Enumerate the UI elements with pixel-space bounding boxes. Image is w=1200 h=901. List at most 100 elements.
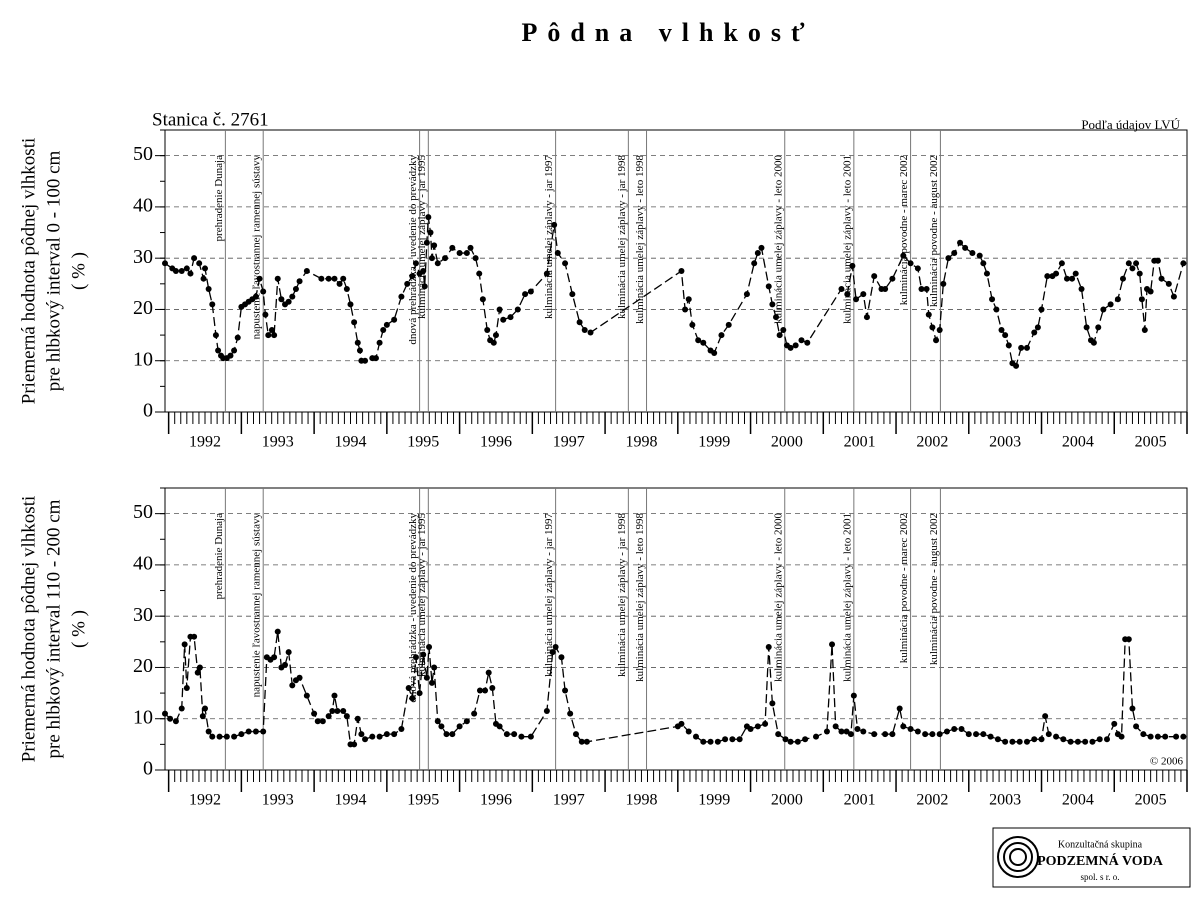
data-point [896,705,903,712]
event-label: kulminácia povodne - august 2002 [928,513,940,665]
data-point [802,736,809,743]
data-point [1031,736,1038,743]
data-point [1147,733,1154,740]
data-point [1147,288,1154,295]
y-tick-label: 20 [133,655,153,677]
data-point [209,301,216,308]
y-tick-label: 20 [133,297,153,319]
data-point [583,738,590,745]
data-point [798,337,805,344]
data-point [496,306,503,313]
data-point [289,682,296,689]
data-point [426,643,433,650]
data-point [685,728,692,735]
data-point [296,674,303,681]
x-tick-label: 2004 [1062,434,1094,451]
data-point [776,332,783,339]
y-tick-label: 40 [133,553,153,575]
data-point [351,741,358,748]
data-point [503,731,510,738]
data-point [456,250,463,257]
data-point [484,326,491,333]
data-point [922,731,929,738]
data-point [351,319,358,326]
data-point [1063,275,1070,282]
y-tick-label: 50 [133,143,153,165]
x-tick-label: 1994 [334,434,366,451]
data-point [1141,326,1148,333]
data-point [549,649,556,656]
data-point [923,285,930,292]
data-point [711,350,718,357]
data-point [162,710,168,717]
event-label: kulminácia umelej záplavy - leto 2000 [772,155,784,324]
data-point [265,332,272,339]
data-point [1154,733,1161,740]
data-point [340,708,347,715]
data-point [1044,273,1051,280]
data-point [1162,733,1169,740]
data-point [238,731,245,738]
data-point [183,684,190,691]
data-point [782,736,789,743]
data-point [572,731,579,738]
data-point [863,314,870,321]
data-point [479,296,486,303]
data-point [1072,270,1079,277]
data-point [1154,257,1161,264]
data-point [496,723,503,730]
data-point [463,250,470,257]
data-point [172,268,179,274]
data-point [428,255,435,262]
data-point [398,725,405,732]
data-point [202,705,209,712]
data-point [1089,738,1096,745]
data-point [823,728,830,735]
data-point [1133,260,1140,267]
data-point [268,326,275,333]
x-tick-label: 1997 [553,434,585,451]
data-point [443,731,450,738]
data-point [543,270,550,277]
data-point [700,738,707,745]
data-point [234,334,241,341]
data-point [813,733,820,740]
data-point [678,268,685,274]
data-point [340,275,347,282]
data-point [205,728,212,735]
event-label: kulminácia umelej záplavy - jar 1997 [543,155,555,320]
data-point [358,731,365,738]
logo: Konzultačná skupina PODZEMNÁ VODA spol. … [992,827,1191,888]
data-point [314,718,321,725]
data-point [223,733,230,740]
data-point [200,275,207,282]
data-point [1107,301,1114,308]
event-label: kulminácia umelej záplavy - jar 1995 [416,513,428,678]
data-point [773,314,780,321]
data-point [271,332,278,339]
x-tick-label: 2000 [771,792,803,809]
data-point [993,306,1000,313]
data-point [431,242,438,249]
data-point [567,710,574,717]
data-point [581,326,588,333]
data-point [929,324,936,331]
x-tick-label: 1996 [480,434,512,451]
data-point [434,260,441,267]
data-point [383,731,390,738]
data-point [685,296,692,303]
y-axis-label: ( % ) [68,252,89,290]
data-point [1083,324,1090,331]
data-point [765,643,772,650]
data-point [1069,275,1076,282]
data-point [832,723,839,730]
data-point [252,293,259,300]
data-point [943,728,950,735]
data-point [1129,705,1136,712]
data-point [431,664,438,671]
data-point [325,713,332,720]
x-tick-label: 1994 [334,792,366,809]
event-label: kulminácia povodne - august 2002 [928,155,940,307]
data-point [172,718,179,725]
data-point [227,352,234,359]
